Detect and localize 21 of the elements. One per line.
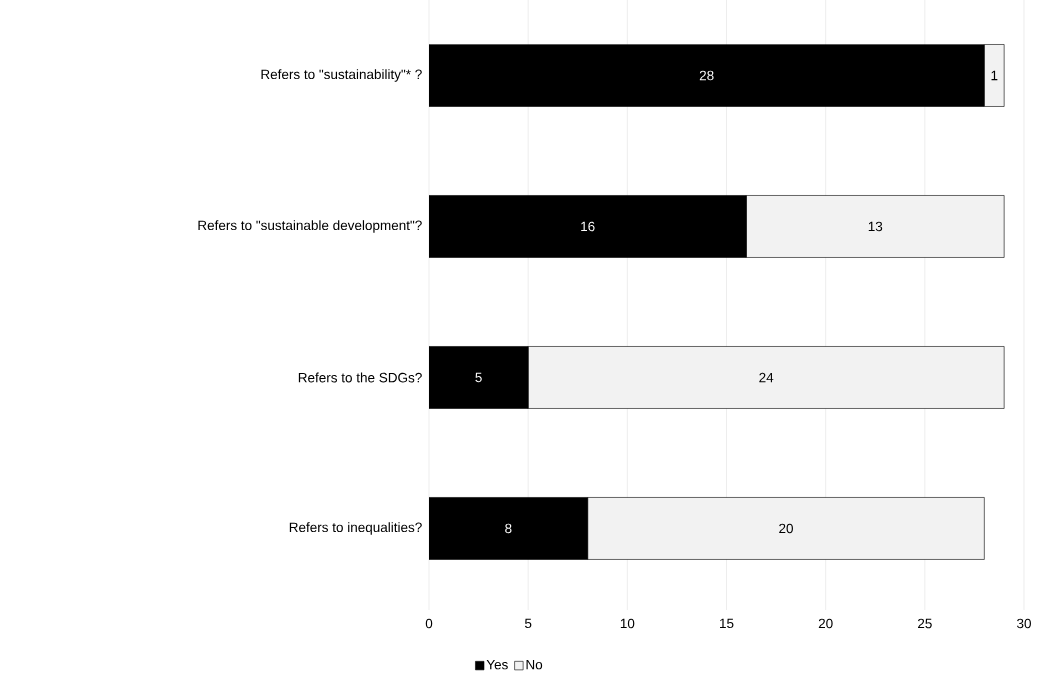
- x-tick-label: 10: [620, 618, 635, 629]
- data-label: 28: [699, 70, 714, 81]
- legend-label: Yes: [486, 659, 508, 670]
- x-tick-label: 0: [425, 618, 433, 629]
- x-tick-label: 30: [1017, 618, 1031, 629]
- x-tick-label: 5: [524, 618, 532, 629]
- y-tick-label: Refers to "sustainability"* ?: [261, 69, 422, 82]
- x-tick-label: 15: [720, 618, 734, 629]
- data-label: 13: [868, 221, 883, 232]
- data-label: 5: [475, 372, 482, 383]
- data-label: 8: [505, 523, 512, 534]
- data-label: 1: [991, 70, 998, 81]
- data-label: 16: [581, 221, 595, 232]
- data-label: 20: [779, 523, 793, 534]
- data-label: 24: [759, 372, 774, 383]
- y-tick-label: Refers to "sustainable development"?: [198, 220, 422, 233]
- y-tick-label: Refers to inequalities?: [289, 522, 422, 535]
- legend-label: No: [526, 659, 543, 670]
- x-tick-label: 20: [818, 618, 833, 629]
- x-tick-label: 25: [918, 618, 932, 629]
- y-tick-label: Refers to the SDGs?: [298, 372, 422, 383]
